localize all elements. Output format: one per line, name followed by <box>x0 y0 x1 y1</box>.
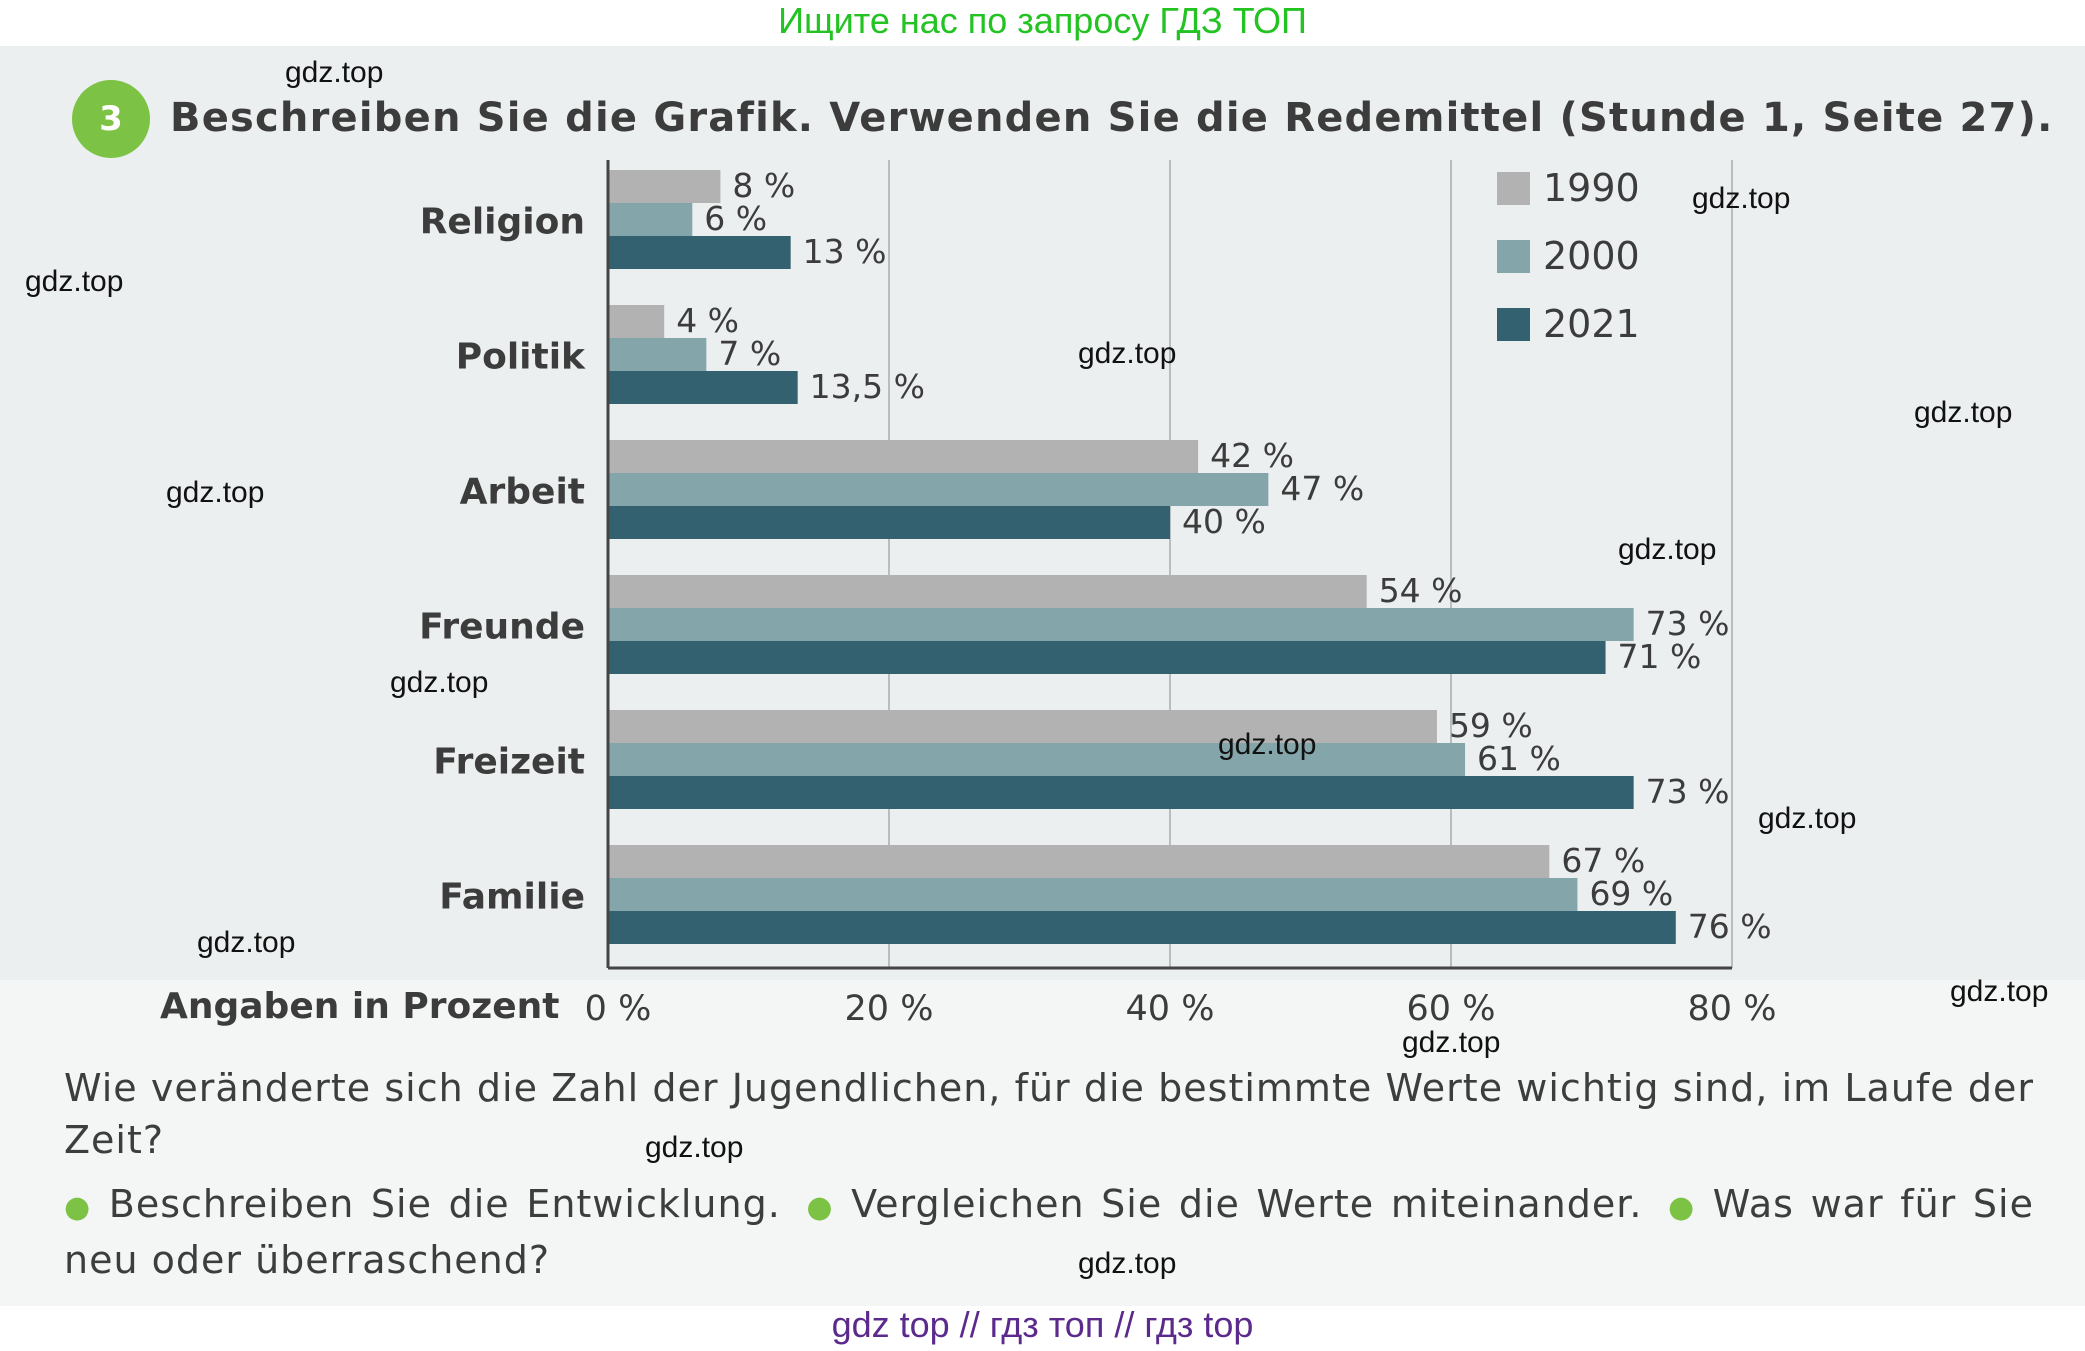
category-label: Freunde <box>419 607 585 648</box>
data-label: 8 % <box>732 166 795 205</box>
x-tick-label: 0 % <box>585 989 652 1029</box>
watermark: gdz.top <box>1078 1247 1177 1280</box>
watermark: gdz.top <box>645 1131 744 1164</box>
data-label: 6 % <box>704 199 767 238</box>
task-item: Beschreiben Sie die Entwicklung. <box>108 1182 781 1226</box>
watermark: gdz.top <box>1950 975 2049 1008</box>
search-banner[interactable]: Ищите нас по запросу ГДЗ ТОП <box>778 0 1307 41</box>
bar-2000 <box>608 608 1634 641</box>
watermark: gdz.top <box>285 56 384 89</box>
data-label: 73 % <box>1646 604 1730 643</box>
data-label: 7 % <box>718 334 781 373</box>
watermark: gdz.top <box>1914 396 2013 429</box>
data-label: 59 % <box>1449 706 1533 745</box>
bar-2021 <box>608 641 1606 674</box>
legend-label: 1990 <box>1543 166 1640 210</box>
watermark: gdz.top <box>1402 1026 1501 1059</box>
bar-2000 <box>608 878 1578 911</box>
legend-swatch <box>1497 240 1530 273</box>
category-label: Religion <box>420 202 585 243</box>
bar-2021 <box>608 371 798 404</box>
category-label: Arbeit <box>460 472 585 513</box>
watermark: gdz.top <box>1078 337 1177 370</box>
data-label: 67 % <box>1561 841 1645 880</box>
data-label: 76 % <box>1688 907 1772 946</box>
legend-label: 2000 <box>1543 234 1640 278</box>
x-tick-label: 80 % <box>1688 989 1777 1029</box>
watermark: gdz.top <box>1218 728 1317 761</box>
data-label: 13,5 % <box>810 367 925 406</box>
bullet-icon: ● <box>1664 1190 1699 1225</box>
bar-2021 <box>608 911 1676 944</box>
bar-2000 <box>608 473 1269 506</box>
watermark: gdz.top <box>390 666 489 699</box>
category-label: Freizeit <box>433 742 585 783</box>
data-label: 61 % <box>1477 739 1561 778</box>
task-item: Was war für Sie neu oder überraschend? <box>64 1182 2034 1282</box>
watermark: gdz.top <box>166 476 265 509</box>
category-label: Familie <box>439 877 585 918</box>
data-label: 40 % <box>1182 502 1266 541</box>
category-label: Politik <box>456 337 586 378</box>
bar-1990 <box>608 845 1550 878</box>
watermark: gdz.top <box>1618 533 1717 566</box>
task-item: Vergleichen Sie die Werte miteinander. <box>851 1182 1643 1226</box>
bar-1990 <box>608 305 665 338</box>
legend-label: 2021 <box>1543 302 1640 346</box>
legend-swatch <box>1497 172 1530 205</box>
data-label: 47 % <box>1280 469 1364 508</box>
task-list: ● Beschreiben Sie die Entwicklung. ● Vergle… <box>64 1178 2034 1286</box>
x-tick-label: 60 % <box>1407 989 1496 1029</box>
bar-2021 <box>608 506 1170 539</box>
data-label: 73 % <box>1646 772 1730 811</box>
bar-1990 <box>608 575 1367 608</box>
bar-1990 <box>608 440 1199 473</box>
task-number-badge: 3 <box>72 80 150 158</box>
bullet-icon: ● <box>64 1190 95 1225</box>
x-axis-label: Angaben in Prozent <box>160 986 559 1027</box>
watermark: gdz.top <box>197 926 296 959</box>
x-tick-label: 20 % <box>845 989 934 1029</box>
task-title: Beschreiben Sie die Grafik. Verwenden Si… <box>170 95 2054 141</box>
data-label: 4 % <box>676 301 739 340</box>
data-label: 71 % <box>1618 637 1702 676</box>
bullet-icon: ● <box>802 1190 838 1225</box>
watermark: gdz.top <box>1758 802 1857 835</box>
bar-2000 <box>608 338 707 371</box>
x-tick-label: 40 % <box>1126 989 1215 1029</box>
question-text: Wie veränderte sich die Zahl der Jugendl… <box>64 1066 2034 1162</box>
legend-swatch <box>1497 308 1530 341</box>
bar-2021 <box>608 776 1634 809</box>
footer-links[interactable]: gdz top // гдз топ // гдз top <box>831 1304 1254 1345</box>
bar-2000 <box>608 743 1466 776</box>
data-label: 54 % <box>1379 571 1463 610</box>
watermark: gdz.top <box>1692 182 1791 215</box>
bar-2021 <box>608 236 791 269</box>
data-label: 42 % <box>1210 436 1294 475</box>
bar-1990 <box>608 170 721 203</box>
data-label: 69 % <box>1589 874 1673 913</box>
watermark: gdz.top <box>25 265 124 298</box>
bar-1990 <box>608 710 1437 743</box>
bar-2000 <box>608 203 693 236</box>
data-label: 13 % <box>803 232 887 271</box>
